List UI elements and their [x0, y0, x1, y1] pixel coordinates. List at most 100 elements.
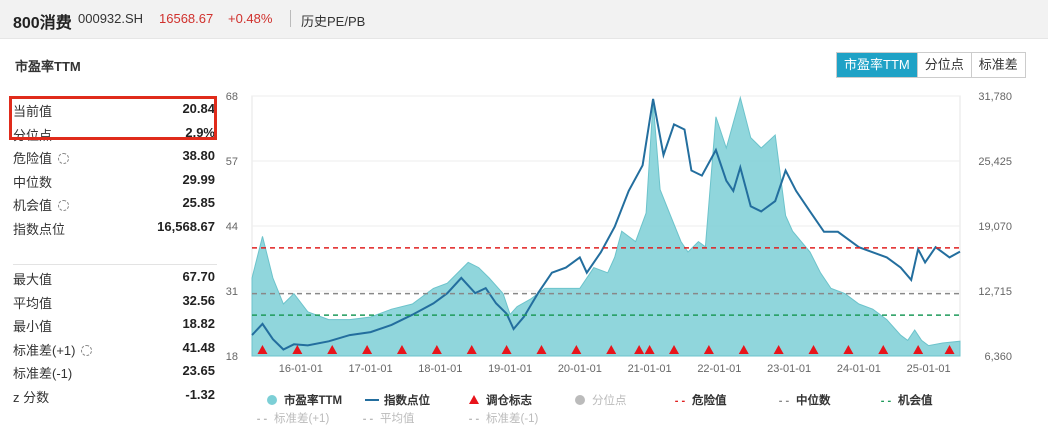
- stats-summary-list: 最大值 67.70 平均值 32.56 最小值 18.82 标准差(+1) 41.48 …: [13, 265, 217, 406]
- legend-dot-icon: [575, 395, 585, 405]
- rebalance-marker: [808, 345, 819, 354]
- x-axis-tick-label: 18-01-01: [418, 363, 462, 375]
- left-axis-tick-label: 18: [226, 351, 238, 363]
- stat-value: 29.99: [182, 171, 215, 187]
- rebalance-marker: [536, 345, 547, 354]
- stat-sd-plus: 标准差(+1) 41.48: [13, 336, 217, 360]
- stat-value: 41.48: [182, 339, 215, 355]
- gear-icon[interactable]: [81, 344, 93, 356]
- legend-triangle-icon: [469, 395, 479, 404]
- legend-dash-icon: - -: [779, 395, 790, 407]
- index-name: 800消费: [13, 15, 72, 32]
- stat-value: 25.85: [182, 195, 215, 210]
- rebalance-marker: [634, 345, 645, 354]
- stat-value: -1.32: [185, 386, 215, 402]
- x-axis-tick-label: 24-01-01: [837, 363, 881, 375]
- stat-label-text: 危险值: [13, 151, 53, 166]
- legend-label: 指数点位: [384, 393, 430, 407]
- right-axis-tick-label: 31,780: [978, 91, 1012, 103]
- stat-value: 20.84: [182, 101, 215, 116]
- stat-min: 最小值 18.82: [13, 312, 217, 336]
- stat-danger: 危险值 38.80: [13, 144, 217, 168]
- history-pe-pb-link[interactable]: 历史PE/PB: [301, 14, 366, 29]
- legend-dash-icon: - -: [881, 395, 892, 407]
- rebalance-marker: [644, 345, 655, 354]
- rebalance-marker: [606, 345, 617, 354]
- legend-dot-icon: [267, 395, 277, 405]
- legend-label: 平均值: [380, 412, 415, 425]
- tab-percentile[interactable]: 分位点: [916, 53, 971, 77]
- highlight-box: [9, 96, 217, 140]
- legend-dash-icon: - -: [675, 395, 686, 407]
- legend-label: 标准差(-1): [486, 411, 539, 425]
- x-axis-tick-label: 22-01-01: [697, 363, 741, 375]
- stat-value: 38.80: [182, 148, 215, 163]
- stat-value: 2.9%: [185, 124, 215, 140]
- rebalance-marker: [257, 345, 268, 354]
- stat-label: 最小值: [13, 319, 53, 334]
- x-axis-tick-label: 20-01-01: [558, 363, 602, 375]
- stat-value: 23.65: [182, 363, 215, 378]
- left-axis-tick-label: 31: [226, 286, 238, 298]
- legend-label: 机会值: [898, 393, 933, 407]
- left-axis-tick-label: 68: [226, 91, 238, 103]
- legend-label: 调仓标志: [486, 393, 532, 407]
- stat-label: 平均值: [13, 295, 53, 311]
- rebalance-marker: [362, 345, 373, 354]
- legend-label: 分位点: [592, 393, 627, 407]
- stat-z-score: z 分数 -1.32: [13, 383, 217, 407]
- right-axis-tick-label: 12,715: [978, 286, 1012, 298]
- stats-list: 当前值 20.84 分位点 2.9% 危险值 38.80 中位数 29.99 机会值 25…: [13, 97, 217, 238]
- stat-value: 67.70: [182, 269, 215, 284]
- header-divider: [290, 10, 291, 27]
- legend-label: 标准差(+1): [274, 411, 329, 425]
- x-axis-tick-label: 17-01-01: [349, 363, 393, 375]
- right-axis-tick-label: 19,070: [978, 221, 1012, 233]
- tab-pe-ttm[interactable]: 市盈率TTM: [837, 53, 917, 77]
- valuation-panel: [0, 40, 1048, 441]
- rebalance-marker: [292, 345, 303, 354]
- index-price: 16568.67: [159, 11, 214, 26]
- rebalance-marker: [669, 345, 680, 354]
- header-bar: 800消费 000932.SH 16568.67 +0.48% 历史PE/PB: [0, 0, 1048, 39]
- rebalance-marker: [571, 345, 582, 354]
- stat-mean: 平均值 32.56: [13, 289, 217, 313]
- stat-label: 机会值: [13, 195, 70, 214]
- rebalance-marker: [466, 345, 477, 354]
- stat-value: 32.56: [182, 292, 215, 308]
- legend-dash-icon: - -: [257, 413, 268, 425]
- stat-value: 16,568.67: [157, 218, 215, 234]
- rebalance-marker: [878, 345, 889, 354]
- stat-label-text: 机会值: [13, 198, 53, 213]
- rebalance-marker: [327, 345, 338, 354]
- tab-std-dev[interactable]: 标准差: [970, 53, 1025, 77]
- left-axis-tick-label: 44: [226, 221, 238, 233]
- x-axis-tick-label: 25-01-01: [907, 363, 951, 375]
- stat-max: 最大值 67.70: [13, 265, 217, 289]
- index-code: 000932.SH: [78, 11, 144, 26]
- stat-label: 当前值: [13, 104, 53, 119]
- stat-label: 危险值: [13, 148, 70, 167]
- gear-icon[interactable]: [58, 200, 70, 211]
- stat-index-level: 指数点位 16,568.67: [13, 215, 217, 239]
- x-axis-tick-label: 19-01-01: [488, 363, 532, 375]
- rebalance-marker: [431, 345, 442, 354]
- stat-label: 标准差(-1): [13, 366, 73, 381]
- stat-median: 中位数 29.99: [13, 168, 217, 192]
- rebalance-marker: [396, 345, 407, 354]
- gear-icon[interactable]: [58, 153, 70, 164]
- panel-title: 市盈率TTM: [15, 59, 81, 74]
- right-axis-tick-label: 25,425: [978, 156, 1012, 168]
- x-axis-tick-label: 16-01-01: [279, 363, 323, 375]
- stat-current: 当前值 20.84: [13, 97, 217, 121]
- stat-label: 中位数: [13, 174, 53, 190]
- legend-dash-icon: - -: [469, 413, 480, 425]
- stat-sd-minus: 标准差(-1) 23.65: [13, 359, 217, 383]
- stat-label-text: 标准差(+1): [13, 342, 76, 358]
- metric-tabs: 市盈率TTM 分位点 标准差: [836, 52, 1026, 78]
- rebalance-marker: [913, 345, 924, 354]
- legend-label: 中位数: [796, 393, 831, 407]
- stats-divider: [13, 264, 217, 265]
- stat-label: z 分数: [13, 389, 50, 405]
